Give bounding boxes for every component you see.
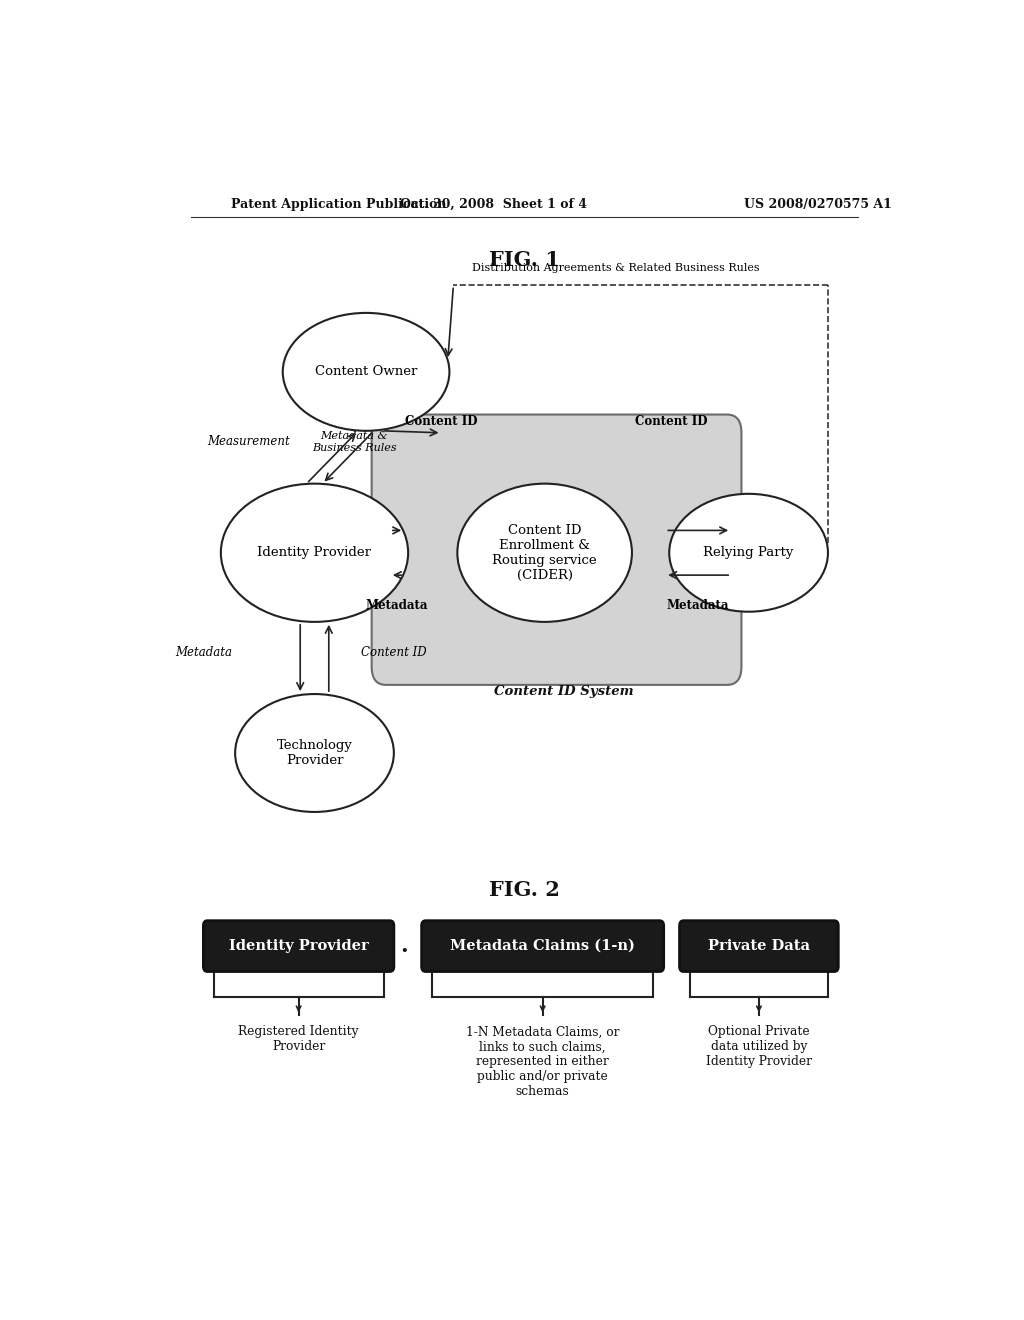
Ellipse shape: [236, 694, 394, 812]
Ellipse shape: [670, 494, 828, 611]
Text: Content ID: Content ID: [361, 647, 427, 660]
Text: Metadata: Metadata: [366, 599, 428, 612]
FancyBboxPatch shape: [422, 921, 664, 972]
Text: Content ID
Enrollment &
Routing service
(CIDER): Content ID Enrollment & Routing service …: [493, 524, 597, 582]
Text: Measurement: Measurement: [207, 436, 290, 449]
Text: Registered Identity
Provider: Registered Identity Provider: [239, 1026, 358, 1053]
Text: Metadata Claims (1-n): Metadata Claims (1-n): [451, 939, 635, 953]
Ellipse shape: [458, 483, 632, 622]
Text: Patent Application Publication: Patent Application Publication: [231, 198, 446, 211]
Text: Oct. 30, 2008  Sheet 1 of 4: Oct. 30, 2008 Sheet 1 of 4: [399, 198, 587, 211]
Text: Content ID: Content ID: [406, 414, 478, 428]
Text: Content ID System: Content ID System: [494, 685, 633, 698]
Ellipse shape: [283, 313, 450, 430]
Ellipse shape: [221, 483, 409, 622]
Text: FIG. 2: FIG. 2: [489, 880, 560, 900]
Text: Content Owner: Content Owner: [315, 366, 417, 379]
Text: US 2008/0270575 A1: US 2008/0270575 A1: [744, 198, 892, 211]
FancyBboxPatch shape: [680, 921, 839, 972]
Text: FIG. 1: FIG. 1: [489, 249, 560, 271]
Text: Private Data: Private Data: [708, 939, 810, 953]
Text: .: .: [400, 935, 408, 957]
Text: Technology
Provider: Technology Provider: [276, 739, 352, 767]
Text: Distribution Agreements & Related Business Rules: Distribution Agreements & Related Busine…: [472, 263, 760, 273]
Text: Metadata: Metadata: [175, 647, 231, 660]
Text: Metadata: Metadata: [667, 599, 729, 612]
FancyBboxPatch shape: [372, 414, 741, 685]
Text: Identity Provider: Identity Provider: [257, 546, 372, 560]
Text: Identity Provider: Identity Provider: [228, 939, 369, 953]
Text: Metadata &
Business Rules: Metadata & Business Rules: [312, 432, 396, 453]
Text: Optional Private
data utilized by
Identity Provider: Optional Private data utilized by Identi…: [706, 1026, 812, 1068]
Text: Content ID: Content ID: [635, 414, 708, 428]
FancyBboxPatch shape: [204, 921, 394, 972]
Text: 1-N Metadata Claims, or
links to such claims,
represented in either
public and/o: 1-N Metadata Claims, or links to such cl…: [466, 1026, 620, 1098]
Text: Relying Party: Relying Party: [703, 546, 794, 560]
